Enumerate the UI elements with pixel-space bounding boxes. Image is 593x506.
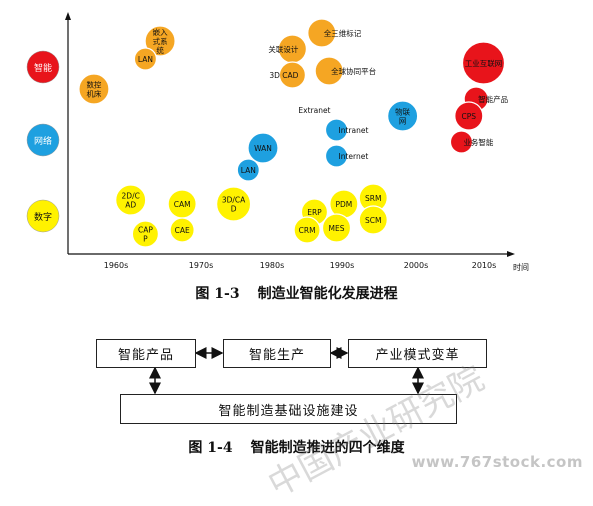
bubble-label: 智能产品 <box>478 94 508 104</box>
bubble-label: CPS <box>462 112 477 121</box>
bubble-label: 统 <box>156 45 164 55</box>
bubble-label: PDM <box>335 200 352 209</box>
x-tick-label: 1970s <box>189 261 214 270</box>
row-marker-1: 网络 <box>26 123 60 157</box>
bubble-Internet: Internet <box>324 144 369 168</box>
bubble-label: SCM <box>365 216 381 225</box>
bubble-label: CAM <box>174 200 191 209</box>
bubble-CAE: CAE <box>169 217 195 243</box>
bubble-物联-网: 物联网 <box>387 100 419 132</box>
bubble-label: CAE <box>175 226 190 235</box>
row-marker-0: 智能 <box>26 50 60 84</box>
bubble-业务智能: 业务智能 <box>449 130 494 154</box>
row-label: 网络 <box>34 135 52 147</box>
figure-1-4-caption: 图 1-4 智能制造推进的四个维度 <box>0 437 593 457</box>
x-tick-label: 1990s <box>330 261 355 270</box>
bubble-label: Extranet <box>298 106 330 115</box>
bubble-label: CRM <box>299 226 316 235</box>
bubble-label: 业务智能 <box>463 137 493 147</box>
watermark-text: 中国产业研究院 <box>261 358 491 506</box>
row-marker-2: 数字 <box>26 199 60 233</box>
bubble-label: P <box>143 235 148 244</box>
figure-1-3-caption: 图 1-3 制造业智能化发展进程 <box>0 283 593 303</box>
x-tick-label: 2010s <box>472 261 497 270</box>
bubble-label: 全球协同平台 <box>331 66 376 76</box>
bubble-工业互联网: 工业互联网 <box>461 41 506 85</box>
bubble-label: LAN <box>138 55 153 64</box>
bubble-label: 机床 <box>86 89 101 99</box>
bubble-全球协同平台: 全球协同平台 <box>314 56 376 86</box>
bubble-label: Internet <box>339 152 369 161</box>
bubble-CAM: CAM <box>167 189 197 219</box>
industry-model-box: 产业模式变革 <box>348 339 487 368</box>
bubble-label: 3D/CA <box>222 196 246 205</box>
bubble-label: 式系 <box>153 36 168 46</box>
figure-number: 图 1-3 <box>195 286 240 302</box>
bubble-关联设计: 关联设计 <box>268 34 307 64</box>
bubble-2D/C-AD: 2D/CAD <box>115 184 147 216</box>
bubble-label: CAP <box>138 226 153 235</box>
smart-product-box: 智能产品 <box>96 339 196 368</box>
bubble-label: 工业互联网 <box>465 58 503 68</box>
bubble-label: WAN <box>254 144 272 153</box>
bubble-label: D <box>231 205 237 214</box>
bubble-label: 物联 <box>395 107 410 117</box>
bubble-label: LAN <box>241 166 256 175</box>
bubble-3D-CAD: 3D CAD <box>269 61 306 89</box>
bubble-label: 网 <box>399 117 407 126</box>
bubble-Extranet: Extranet <box>298 106 330 115</box>
x-axis-arrow <box>507 251 515 257</box>
bubble-LAN: LAN <box>236 158 260 182</box>
smart-production-box: 智能生产 <box>223 339 331 368</box>
bubble-MES: MES <box>321 213 352 243</box>
bubble-label: 关联设计 <box>268 44 298 54</box>
y-axis-arrow <box>65 12 71 20</box>
bubble-label: 数控 <box>86 80 101 90</box>
figure-title: 智能制造推进的四个维度 <box>250 440 405 456</box>
figure-title: 制造业智能化发展进程 <box>257 286 398 302</box>
bubble-LAN: LAN <box>133 47 157 71</box>
x-tick-label: 1960s <box>104 261 129 270</box>
infrastructure-box: 智能制造基础设施建设 <box>120 394 457 424</box>
bubble-全三维标记: 全三维标记 <box>307 18 362 48</box>
bubble-SCM: SCM <box>358 205 388 235</box>
bubble-label: 2D/C <box>122 192 140 201</box>
bubble-label: 嵌入 <box>153 28 168 37</box>
bubble-CPS: CPS <box>454 101 484 131</box>
figure-number: 图 1-4 <box>188 440 233 456</box>
bubble-Intranet: Intranet <box>324 118 369 142</box>
bubble-label: 3D CAD <box>269 71 298 80</box>
bubble-3D/CA-D: 3D/CAD <box>216 186 252 222</box>
bubble-label: ERP <box>307 208 322 217</box>
bubble-WAN: WAN <box>247 132 279 164</box>
x-tick-label: 2000s <box>404 261 429 270</box>
bubble-label: 全三维标记 <box>324 28 362 38</box>
x-axis-label: 时间 <box>513 262 529 272</box>
x-tick-label: 1980s <box>260 261 285 270</box>
bubble-label: AD <box>125 201 136 210</box>
bubble-CRM: CRM <box>293 216 321 244</box>
bubble-label: SRM <box>365 194 381 203</box>
row-label: 数字 <box>34 211 52 223</box>
row-label: 智能 <box>34 62 52 74</box>
bubble-label: Intranet <box>339 126 369 135</box>
bubble-label: MES <box>329 224 345 233</box>
watermark-url: www.767stock.com <box>411 453 583 471</box>
